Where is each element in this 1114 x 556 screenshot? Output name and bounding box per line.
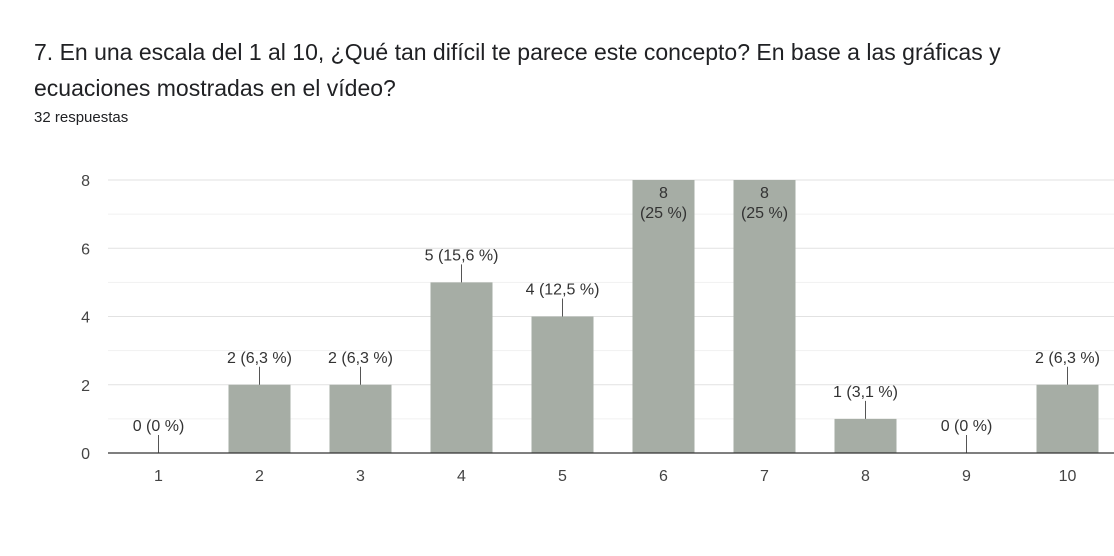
y-tick-label: 0 (81, 446, 90, 463)
x-tick-label: 6 (659, 468, 668, 485)
y-tick-label: 2 (81, 378, 90, 395)
bar (531, 316, 594, 453)
bar (733, 180, 796, 453)
x-tick-label: 5 (558, 468, 567, 485)
data-label: 1 (3,1 %) (833, 384, 898, 401)
bar (430, 282, 493, 453)
question-title: 7. En una escala del 1 al 10, ¿Qué tan d… (34, 39, 1001, 101)
bar (834, 418, 897, 453)
data-label: 8 (25 %) (741, 185, 788, 222)
x-tick-label: 1 (154, 468, 163, 485)
bar (329, 384, 392, 453)
bar (1036, 384, 1099, 453)
data-label: 0 (0 %) (133, 418, 185, 435)
x-tick-label: 10 (1059, 468, 1077, 485)
data-label: 2 (6,3 %) (328, 350, 393, 367)
x-tick-label: 4 (457, 468, 466, 485)
bar (632, 180, 695, 453)
x-tick-label: 8 (861, 468, 870, 485)
x-tick-label: 2 (255, 468, 264, 485)
data-label: 5 (15,6 %) (425, 247, 499, 264)
y-tick-label: 8 (81, 173, 90, 190)
response-count: 32 respuestas (34, 109, 129, 126)
data-label: 8 (25 %) (640, 185, 687, 222)
data-label: 0 (0 %) (941, 418, 993, 435)
y-tick-label: 6 (81, 241, 90, 258)
y-tick-label: 4 (81, 310, 90, 327)
data-label: 2 (6,3 %) (227, 350, 292, 367)
x-tick-label: 3 (356, 468, 365, 485)
data-label: 2 (6,3 %) (1035, 350, 1100, 367)
bar (228, 384, 291, 453)
x-tick-label: 9 (962, 468, 971, 485)
data-label: 4 (12,5 %) (526, 282, 600, 299)
x-tick-label: 7 (760, 468, 769, 485)
